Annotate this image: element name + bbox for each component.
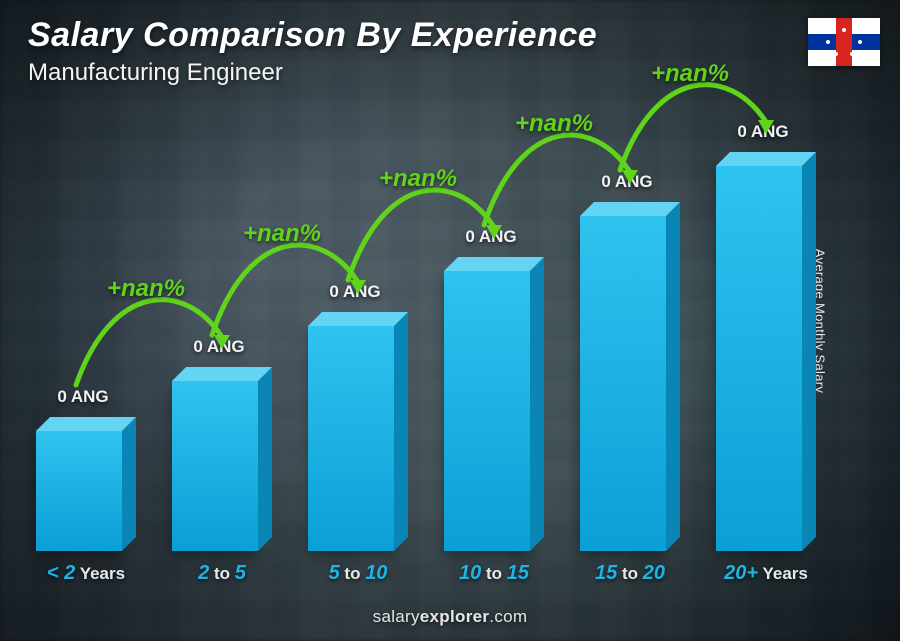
delta-label: +nan% <box>107 275 185 303</box>
flag-icon <box>808 18 880 66</box>
bar-front <box>716 166 802 551</box>
footer-attribution: salaryexplorer.com <box>0 607 900 627</box>
bar-front <box>580 216 666 551</box>
chart-subtitle: Manufacturing Engineer <box>28 59 597 87</box>
bar-category-label: < 2 Years <box>21 562 151 585</box>
bar-value-label: 0 ANG <box>708 122 818 142</box>
bar-top <box>580 202 680 216</box>
bar-front <box>308 326 394 551</box>
infographic-stage: Salary Comparison By Experience Manufact… <box>0 0 900 641</box>
chart-area: 0 ANG< 2 Years0 ANG2 to 50 ANG5 to 100 A… <box>30 110 850 551</box>
bar-top <box>308 312 408 326</box>
footer-text-bold: explorer <box>420 607 490 626</box>
bar-value-label: 0 ANG <box>436 227 546 247</box>
bar-front <box>36 431 122 551</box>
bar-front <box>172 381 258 551</box>
footer-text-prefix: salary <box>373 607 420 626</box>
bar-top <box>172 367 272 381</box>
bar-value-label: 0 ANG <box>572 172 682 192</box>
bar-category-label: 2 to 5 <box>157 562 287 585</box>
bar-side <box>802 152 816 551</box>
delta-label: +nan% <box>243 220 321 248</box>
bar-category-label: 20+ Years <box>701 562 831 585</box>
bar-side <box>122 417 136 551</box>
chart-title: Salary Comparison By Experience <box>28 16 597 55</box>
bar-side <box>666 202 680 551</box>
delta-label: +nan% <box>651 60 729 88</box>
bar-side <box>530 257 544 551</box>
bar-side <box>394 312 408 551</box>
delta-label: +nan% <box>379 165 457 193</box>
bar-value-label: 0 ANG <box>164 337 274 357</box>
bar-front <box>444 271 530 551</box>
bar-value-label: 0 ANG <box>28 387 138 407</box>
bar-top <box>716 152 816 166</box>
bar-top <box>444 257 544 271</box>
bar-value-label: 0 ANG <box>300 282 410 302</box>
delta-label: +nan% <box>515 110 593 138</box>
footer-text-suffix: .com <box>489 607 527 626</box>
bar-category-label: 15 to 20 <box>565 562 695 585</box>
bar-side <box>258 367 272 551</box>
bar-category-label: 5 to 10 <box>293 562 423 585</box>
title-block: Salary Comparison By Experience Manufact… <box>28 16 597 87</box>
bar-top <box>36 417 136 431</box>
bar-category-label: 10 to 15 <box>429 562 559 585</box>
